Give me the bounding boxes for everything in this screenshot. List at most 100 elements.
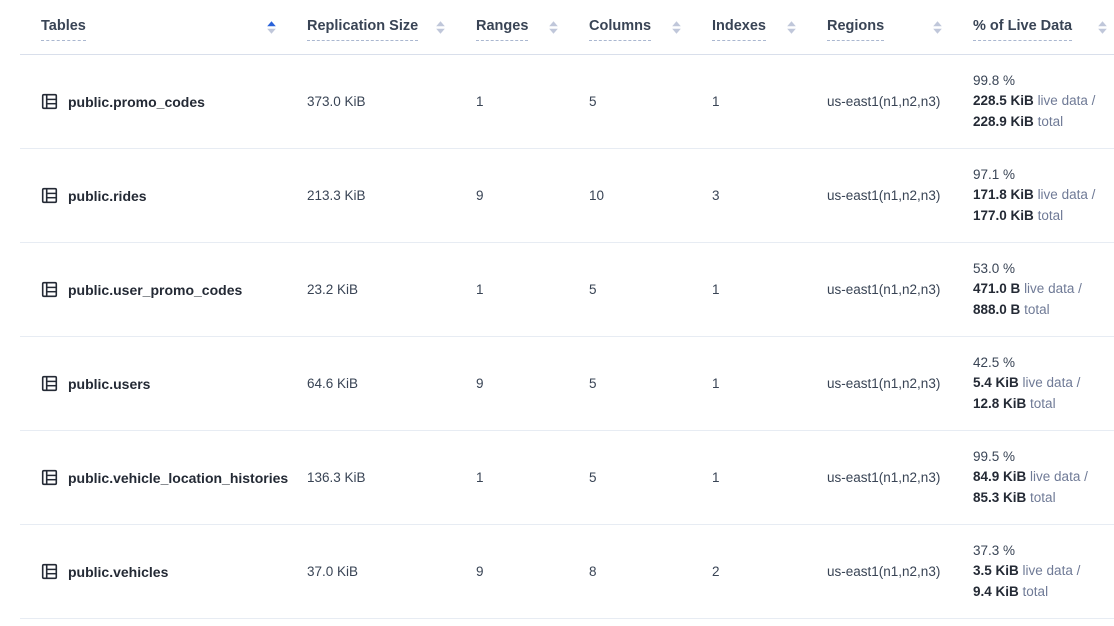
table-name-cell[interactable]: public.vehicles	[20, 563, 307, 580]
live-suffix: live data /	[1037, 187, 1096, 203]
column-header-ranges[interactable]: Ranges	[476, 0, 589, 54]
table-icon	[41, 375, 58, 392]
table-name-link[interactable]: public.promo_codes	[68, 93, 205, 110]
column-label: Indexes	[712, 18, 766, 41]
sort-desc-arrow	[1098, 28, 1107, 34]
indexes-cell: 2	[712, 564, 720, 579]
sort-icon[interactable]	[932, 20, 943, 35]
table-icon	[41, 187, 58, 204]
live-data-cell: 99.5 % 84.9 KiB live data / 85.3 KiB tot…	[973, 447, 1114, 509]
ranges-cell: 9	[476, 564, 484, 579]
replication-size-cell: 136.3 KiB	[307, 470, 366, 485]
table-icon	[41, 563, 58, 580]
columns-cell: 8	[589, 564, 597, 579]
table-name-cell[interactable]: public.promo_codes	[20, 93, 307, 110]
live-size: 3.5 KiB	[973, 563, 1019, 579]
regions-cell: us-east1(n1,n2,n3)	[827, 94, 941, 109]
columns-cell: 5	[589, 282, 597, 297]
sort-icon[interactable]	[1097, 20, 1108, 35]
table-row[interactable]: public.user_promo_codes 23.2 KiB 1 5 1 u…	[20, 243, 1114, 337]
live-percent: 53.0 %	[973, 260, 1016, 276]
sort-desc-arrow	[436, 28, 445, 34]
live-data-cell: 53.0 % 471.0 B live data / 888.0 B total	[973, 259, 1114, 321]
replication-size-cell: 373.0 KiB	[307, 94, 366, 109]
table-name-link[interactable]: public.user_promo_codes	[68, 281, 243, 298]
column-header-columns[interactable]: Columns	[589, 0, 712, 54]
live-suffix: live data /	[1024, 281, 1082, 297]
live-suffix: live data /	[1022, 563, 1081, 579]
table-name-cell[interactable]: public.user_promo_codes	[20, 281, 307, 298]
table-name-link[interactable]: public.vehicles	[68, 563, 169, 580]
live-percent: 97.1 %	[973, 166, 1016, 182]
live-percent: 99.8 %	[973, 72, 1016, 88]
regions-cell: us-east1(n1,n2,n3)	[827, 470, 941, 485]
sort-asc-arrow	[787, 20, 796, 26]
column-header-regions[interactable]: Regions	[827, 0, 973, 54]
indexes-cell: 3	[712, 188, 720, 203]
sort-icon[interactable]	[786, 20, 797, 35]
sort-icon[interactable]	[435, 20, 446, 35]
ranges-cell: 1	[476, 282, 484, 297]
ranges-cell: 9	[476, 376, 484, 391]
column-label: Regions	[827, 18, 885, 41]
table-icon	[41, 93, 58, 110]
sort-asc-arrow	[549, 20, 558, 26]
table-row[interactable]: public.vehicle_location_histories 136.3 …	[20, 431, 1114, 525]
column-label: % of Live Data	[973, 18, 1073, 41]
column-label: Replication Size	[307, 18, 419, 41]
total-suffix: total	[1030, 395, 1056, 411]
total-suffix: total	[1037, 207, 1064, 223]
table-name-link[interactable]: public.vehicle_location_histories	[68, 469, 289, 486]
table-row[interactable]: public.promo_codes 373.0 KiB 1 5 1 us-ea…	[20, 55, 1114, 149]
ranges-cell: 9	[476, 188, 484, 203]
total-size: 85.3 KiB	[973, 489, 1027, 505]
indexes-cell: 1	[712, 94, 720, 109]
columns-cell: 5	[589, 376, 597, 391]
ranges-cell: 1	[476, 470, 484, 485]
live-size: 228.5 KiB	[973, 93, 1034, 109]
live-suffix: live data /	[1037, 93, 1096, 109]
column-header-replication-size[interactable]: Replication Size	[307, 0, 476, 54]
column-label: Tables	[41, 18, 86, 41]
columns-cell: 5	[589, 470, 597, 485]
total-suffix: total	[1022, 583, 1049, 599]
column-header-indexes[interactable]: Indexes	[712, 0, 827, 54]
table-body: public.promo_codes 373.0 KiB 1 5 1 us-ea…	[20, 55, 1114, 619]
live-data-cell: 42.5 % 5.4 KiB live data / 12.8 KiB tota…	[973, 353, 1114, 415]
table-icon	[41, 281, 58, 298]
column-label: Columns	[589, 18, 652, 41]
columns-cell: 5	[589, 94, 597, 109]
total-suffix: total	[1024, 301, 1050, 317]
tables-page: Tables Replication Size Ranges Columns I…	[20, 0, 1114, 619]
table-name-link[interactable]: public.rides	[68, 187, 147, 204]
live-data-cell: 97.1 % 171.8 KiB live data / 177.0 KiB t…	[973, 165, 1114, 227]
column-header-live-data[interactable]: % of Live Data	[973, 0, 1114, 54]
sort-desc-arrow	[933, 28, 942, 34]
table-row[interactable]: public.vehicles 37.0 KiB 9 8 2 us-east1(…	[20, 525, 1114, 619]
table-row[interactable]: public.users 64.6 KiB 9 5 1 us-east1(n1,…	[20, 337, 1114, 431]
table-name-cell[interactable]: public.vehicle_location_histories	[20, 469, 307, 486]
sort-asc-arrow	[267, 20, 276, 26]
total-suffix: total	[1037, 113, 1064, 129]
table-row[interactable]: public.rides 213.3 KiB 9 10 3 us-east1(n…	[20, 149, 1114, 243]
table-name-cell[interactable]: public.rides	[20, 187, 307, 204]
total-size: 177.0 KiB	[973, 207, 1034, 223]
sort-icon[interactable]	[671, 20, 682, 35]
live-percent: 42.5 %	[973, 354, 1016, 370]
table-name-cell[interactable]: public.users	[20, 375, 307, 392]
table-header-row: Tables Replication Size Ranges Columns I…	[20, 0, 1114, 55]
live-size: 84.9 KiB	[973, 469, 1027, 485]
replication-size-cell: 23.2 KiB	[307, 282, 359, 297]
sort-icon[interactable]	[548, 20, 559, 35]
column-header-tables[interactable]: Tables	[20, 0, 307, 54]
indexes-cell: 1	[712, 376, 720, 391]
total-size: 888.0 B	[973, 301, 1021, 317]
table-name-link[interactable]: public.users	[68, 375, 151, 392]
sort-desc-arrow	[787, 28, 796, 34]
indexes-cell: 1	[712, 282, 720, 297]
sort-asc-arrow	[1098, 20, 1107, 26]
sort-icon[interactable]	[266, 20, 277, 35]
live-suffix: live data /	[1030, 469, 1088, 485]
live-percent: 37.3 %	[973, 542, 1016, 558]
live-size: 5.4 KiB	[973, 375, 1019, 391]
